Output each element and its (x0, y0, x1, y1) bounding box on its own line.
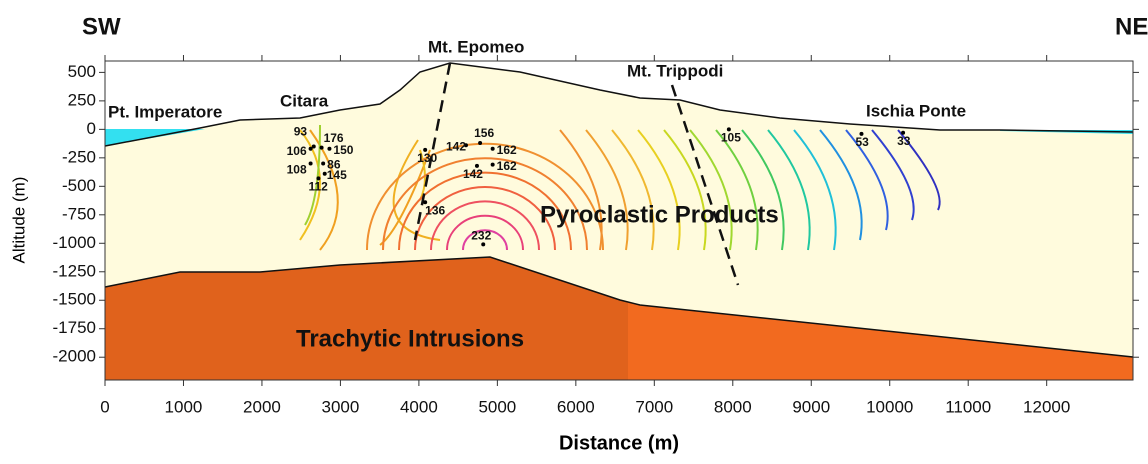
sample-point (491, 163, 495, 167)
unit-label: Trachytic Intrusions (296, 325, 524, 352)
sample-point (320, 146, 324, 150)
sample-point (309, 147, 313, 151)
x-tick-label: 11000 (945, 397, 991, 416)
place-label: Pt. Imperatore (108, 102, 222, 121)
sample-point (491, 147, 495, 151)
x-tick-label: 8000 (714, 397, 752, 416)
point-label: 105 (721, 131, 741, 145)
sample-point (481, 242, 485, 246)
point-label: 162 (497, 143, 517, 157)
x-tick-label: 0 (100, 397, 109, 416)
sample-point (327, 147, 331, 151)
point-label: 162 (497, 159, 517, 173)
x-tick-label: 1000 (165, 397, 203, 416)
point-label: 232 (471, 229, 491, 243)
point-label: 136 (425, 203, 445, 217)
point-label: 145 (327, 168, 347, 182)
x-tick-label: 10000 (866, 397, 913, 416)
point-label: 93 (294, 125, 308, 139)
sample-point (321, 162, 325, 166)
point-label: 112 (308, 180, 328, 194)
x-tick-label: 9000 (792, 397, 830, 416)
chart: SW NE Pt. Imperatore Citara Mt. Epomeo M… (0, 0, 1148, 459)
place-label: Mt. Epomeo (428, 37, 524, 56)
x-axis-label: Distance (m) (559, 432, 679, 454)
point-label: 53 (855, 135, 869, 149)
sample-point (478, 141, 482, 145)
y-tick-label: -1500 (53, 290, 96, 309)
direction-label: SW (82, 13, 121, 40)
point-label: 108 (287, 163, 307, 177)
y-axis-label: Altitude (m) (9, 177, 28, 264)
x-tick-label: 7000 (635, 397, 673, 416)
unit-label: Pyroclastic Products (540, 201, 779, 228)
x-tick-label: 6000 (557, 397, 595, 416)
y-tick-label: -2000 (53, 347, 96, 366)
y-tick-label: 250 (68, 90, 96, 109)
point-label: 156 (474, 126, 494, 140)
point-label: 142 (463, 167, 483, 181)
y-tick-label: -500 (62, 176, 96, 195)
point-label: 106 (287, 144, 307, 158)
sample-point (309, 162, 313, 166)
place-label: Citara (280, 91, 329, 110)
y-tick-label: -250 (62, 147, 96, 166)
place-label: Mt. Trippodi (627, 61, 723, 80)
x-tick-label: 2000 (243, 397, 281, 416)
place-label: Ischia Ponte (866, 101, 966, 120)
y-tick-label: -1750 (53, 318, 96, 337)
x-tick-label: 3000 (322, 397, 360, 416)
point-label: 150 (333, 143, 353, 157)
point-label: 33 (897, 134, 911, 148)
y-tick-label: -1250 (53, 261, 96, 280)
y-tick-label: 500 (68, 62, 96, 81)
x-tick-label: 4000 (400, 397, 438, 416)
x-tick-label: 5000 (478, 397, 516, 416)
y-tick-label: -750 (62, 204, 96, 223)
point-label: 142 (446, 139, 466, 153)
point-label: 130 (417, 151, 437, 165)
y-tick-label: -1000 (53, 233, 96, 252)
direction-label: NE (1115, 13, 1148, 40)
x-tick-label: 12000 (1023, 397, 1070, 416)
y-tick-label: 0 (87, 119, 96, 138)
